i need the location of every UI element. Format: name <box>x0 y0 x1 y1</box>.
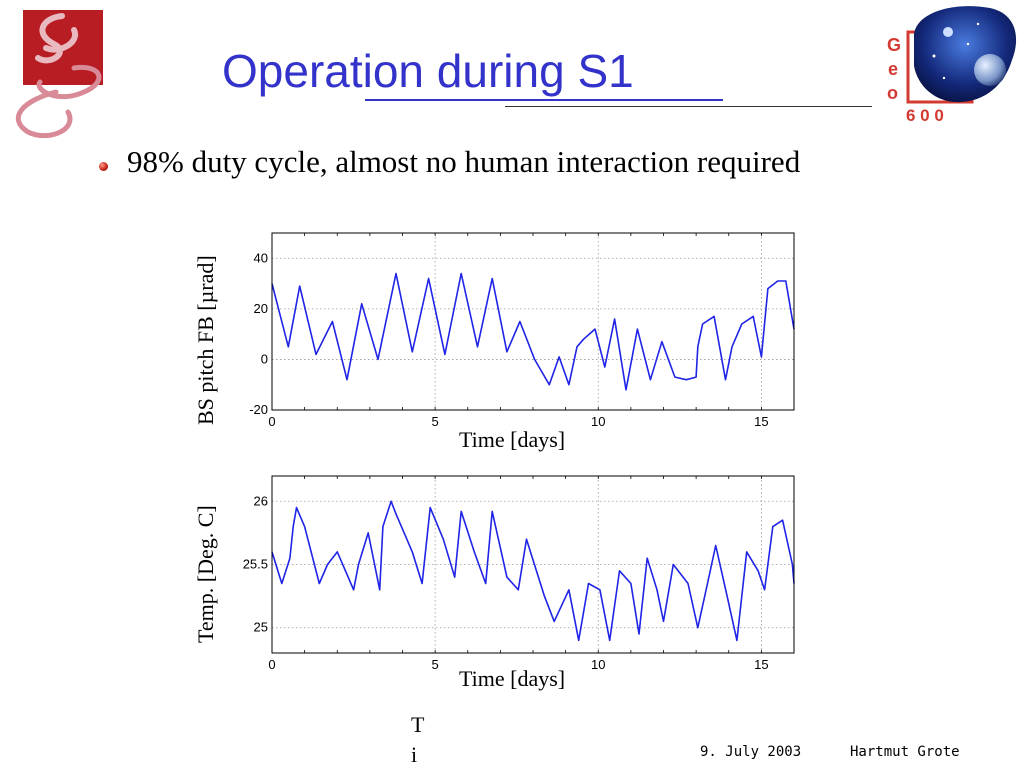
geo-number: 6 0 0 <box>906 106 944 125</box>
chart2-ytick-label: 26 <box>254 493 268 508</box>
geo-letter-g: G <box>887 35 901 55</box>
chart2-plot: 0 5 10 15 25 25.5 26 <box>243 475 795 672</box>
chart1-ytick-label: -20 <box>249 402 268 417</box>
footer-author: Hartmut Grote <box>850 744 960 760</box>
chart1-xtick-label: 5 <box>432 414 439 429</box>
chart2-xtick-label: 15 <box>754 657 768 672</box>
aei-logo-icon <box>15 10 103 138</box>
chart1-series-line <box>271 272 795 391</box>
chart2-xtick-label: 10 <box>591 657 605 672</box>
chart1-ytick-label: 40 <box>254 250 268 265</box>
chart2-xtick-label: 5 <box>432 657 439 672</box>
chart1-xlabel: Time [days] <box>459 427 566 452</box>
chart2-xlabel: Time [days] <box>459 666 566 691</box>
chart1-xtick-label: 0 <box>268 414 275 429</box>
chart1-ylabel: BS pitch FB [µrad] <box>193 255 218 425</box>
chart1-xtick-label: 10 <box>591 414 605 429</box>
stray-text: T <box>411 712 425 737</box>
footer-date: 9. July 2003 <box>700 744 802 760</box>
chart2-ytick-label: 25.5 <box>243 557 268 572</box>
chart2-series-line <box>271 500 795 642</box>
geo600-logo-icon: G e o 6 0 0 <box>887 6 1017 125</box>
chart2-ylabel: Temp. [Deg. C] <box>193 505 218 643</box>
chart1-xtick-label: 15 <box>754 414 768 429</box>
title-rule <box>505 106 872 107</box>
chart2-ytick-label: 25 <box>254 620 268 635</box>
title-underline <box>365 99 723 101</box>
stray-text: i <box>411 742 418 767</box>
chart2-xtick-label: 0 <box>268 657 275 672</box>
bullet-text: 98% duty cycle, almost no human interact… <box>127 144 801 179</box>
bullet-icon <box>99 162 108 171</box>
chart1-frame <box>271 232 795 411</box>
chart1-ytick-label: 20 <box>254 301 268 316</box>
geo-letter-e: e <box>888 59 898 79</box>
chart2-frame <box>271 475 795 654</box>
geo-letter-o: o <box>887 83 898 103</box>
chart1-ytick-label: 0 <box>261 351 268 366</box>
slide-title: Operation during S1 <box>222 45 634 97</box>
